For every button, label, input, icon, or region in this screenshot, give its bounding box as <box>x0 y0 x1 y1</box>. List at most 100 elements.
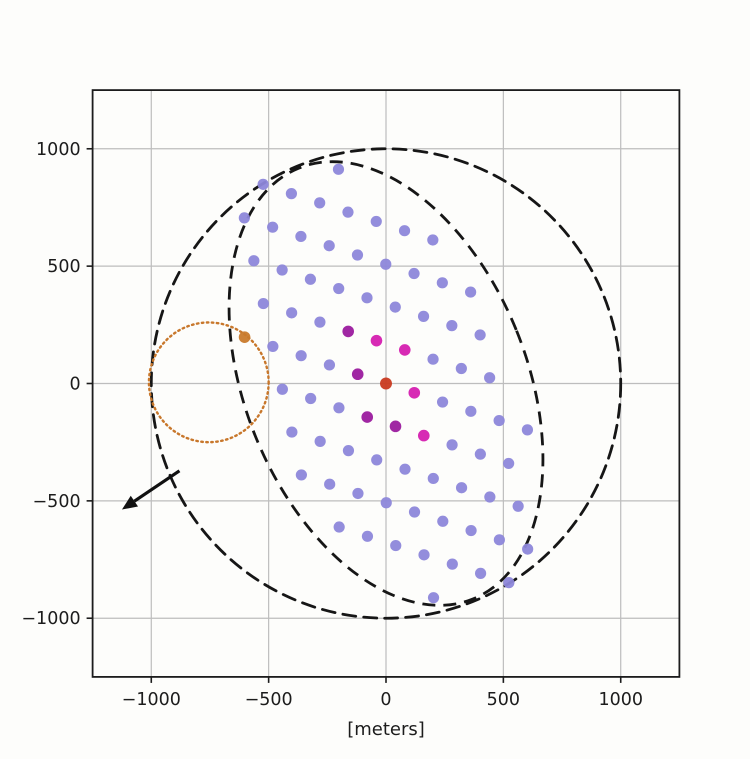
inner-ring-dark-magenta-point <box>342 325 355 338</box>
lattice-positions-point <box>465 286 477 298</box>
lattice-positions-point <box>399 463 411 475</box>
lattice-positions-point <box>474 567 487 579</box>
lattice-positions-point <box>295 350 307 362</box>
overlay-shapes <box>121 147 623 620</box>
lattice-positions-point <box>267 221 279 233</box>
lattice-positions-point <box>286 307 298 319</box>
outer-range-circle <box>149 147 623 620</box>
lattice-positions-point <box>455 362 467 375</box>
lattice-positions-point <box>380 258 392 270</box>
lattice-positions-point <box>427 592 440 604</box>
lattice-positions-point <box>342 445 355 457</box>
lattice-positions-point <box>474 448 486 460</box>
lattice-positions-point <box>436 396 449 408</box>
lattice-positions-point <box>503 577 515 589</box>
inner-ring-dark-magenta-point <box>389 420 402 433</box>
lattice-positions-point <box>408 506 421 518</box>
inner-ring-bright-magenta-point <box>398 344 411 356</box>
lattice-positions-point <box>408 267 420 280</box>
lattice-positions-point <box>493 414 505 427</box>
lattice-positions-point <box>248 255 260 267</box>
lattice-positions-point <box>305 392 317 405</box>
lattice-positions-point <box>333 282 345 295</box>
lattice-positions-point <box>371 454 383 466</box>
lattice-positions-point <box>418 549 430 561</box>
lattice-positions-point <box>257 297 269 310</box>
lattice-positions-point <box>323 359 336 371</box>
lattice-positions-point <box>417 310 430 322</box>
lattice-positions-point <box>267 340 279 353</box>
lattice-positions-point <box>332 163 345 175</box>
lattice-positions-point <box>276 264 288 276</box>
lattice-positions-point <box>314 435 326 447</box>
lattice-positions-point <box>351 249 364 261</box>
lattice-positions-point <box>323 240 335 252</box>
lattice-positions-point <box>427 234 439 246</box>
lattice-positions-point <box>342 206 354 218</box>
inner-ring-bright-magenta-point <box>408 386 421 399</box>
lattice-positions-point <box>380 497 392 509</box>
x-tick-label: 500 <box>487 690 520 710</box>
lattice-positions-point <box>333 521 345 533</box>
inner-ring-dark-magenta-point <box>361 411 374 423</box>
lattice-positions-point <box>512 500 524 512</box>
heading-arrow-head <box>121 495 139 510</box>
lattice-positions-point <box>361 292 373 304</box>
lattice-positions-point <box>361 530 374 542</box>
center-position-point <box>380 377 392 390</box>
data-points <box>238 163 534 604</box>
lattice-positions-point <box>304 273 317 285</box>
lattice-positions-point <box>522 543 534 555</box>
coverage-ellipse <box>227 160 545 607</box>
lattice-positions-point <box>474 329 486 341</box>
lattice-positions-point <box>437 515 449 527</box>
axes <box>86 89 681 683</box>
lattice-positions-point <box>352 487 364 500</box>
lattice-positions-point <box>295 469 307 481</box>
lattice-positions-point <box>286 426 298 438</box>
orange-dotted-circle <box>147 321 270 444</box>
lattice-positions-point <box>493 534 505 546</box>
lattice-positions-point <box>446 320 458 332</box>
lattice-positions-point <box>398 225 411 237</box>
inner-ring-dark-magenta-point <box>351 368 364 381</box>
lattice-positions-point <box>521 424 534 436</box>
x-tick-label: −1000 <box>122 690 181 710</box>
lattice-positions-point <box>276 383 288 395</box>
inner-ring-bright-magenta-point <box>370 334 383 347</box>
inner-ring-bright-magenta-point <box>417 429 430 442</box>
lattice-positions-point <box>484 372 496 384</box>
y-tick-label: −1000 <box>21 609 80 629</box>
lattice-positions-point <box>285 188 298 200</box>
tick-labels: −1000 −500 0 500 1000 −1000 −500 0 500 1000 <box>21 140 643 710</box>
x-tick-label: 0 <box>380 690 391 710</box>
lattice-positions-point <box>238 212 250 224</box>
lattice-positions-point <box>427 472 439 485</box>
lattice-positions-point <box>465 405 477 417</box>
x-tick-label: 1000 <box>598 690 643 710</box>
lattice-positions-point <box>295 230 307 243</box>
lattice-positions-point <box>427 353 439 365</box>
x-axis-label: [meters] <box>347 719 425 740</box>
lattice-positions-point <box>503 457 515 470</box>
highlighted-orange-position-point <box>238 331 251 343</box>
lattice-positions-point <box>455 482 468 494</box>
lattice-positions-point <box>389 301 401 313</box>
lattice-positions-point <box>390 539 402 552</box>
x-tick-label: −500 <box>245 690 293 710</box>
lattice-positions-point <box>465 524 477 537</box>
lattice-positions-point <box>314 316 326 328</box>
heading-arrow <box>133 469 181 503</box>
lattice-positions-point <box>484 491 496 503</box>
y-tick-label: 1000 <box>36 140 81 160</box>
lattice-positions-point <box>370 215 382 228</box>
y-tick-label: −500 <box>33 492 81 512</box>
lattice-positions-point <box>257 178 269 190</box>
lattice-positions-point <box>324 478 336 490</box>
y-tick-label: 0 <box>69 375 80 395</box>
lattice-positions-point <box>446 439 458 451</box>
lattice-positions-point <box>333 402 345 414</box>
lattice-positions-point <box>314 197 326 209</box>
